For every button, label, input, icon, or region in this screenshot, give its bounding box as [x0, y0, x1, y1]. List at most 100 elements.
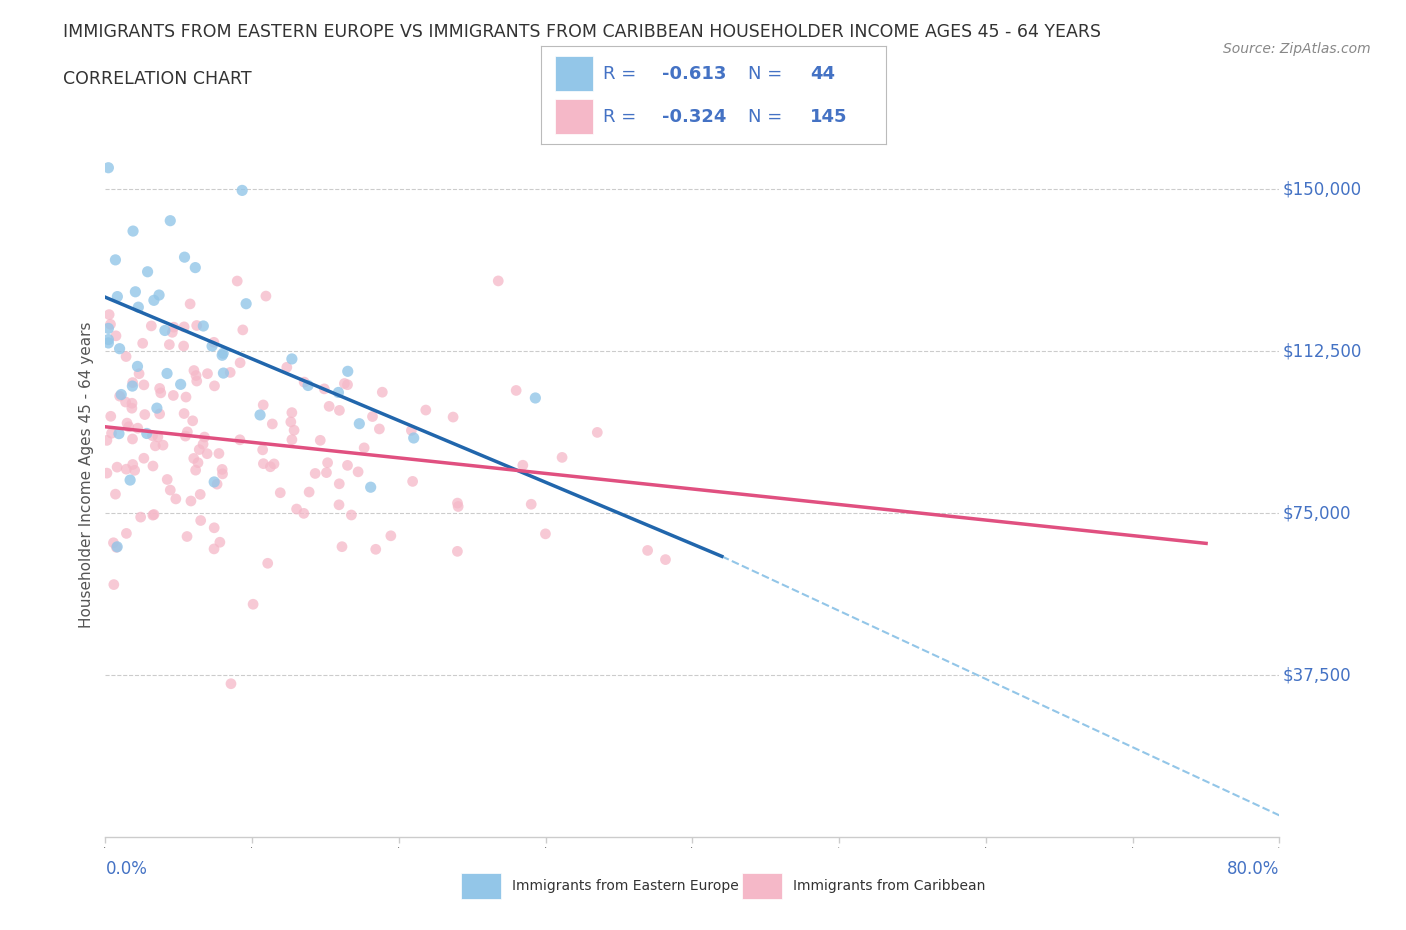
- Point: [333, 376, 356, 391]
- Point: [534, 526, 557, 541]
- Point: [103, 536, 125, 551]
- Point: [98, 307, 121, 322]
- Point: [232, 323, 254, 338]
- Point: [105, 459, 128, 474]
- Point: [371, 385, 394, 400]
- Point: [146, 401, 169, 416]
- Point: [104, 252, 127, 267]
- Point: [235, 297, 257, 312]
- Point: [353, 441, 375, 456]
- FancyBboxPatch shape: [555, 56, 593, 91]
- Point: [162, 325, 184, 339]
- Point: [212, 365, 235, 380]
- Point: [202, 474, 225, 489]
- Point: [184, 260, 207, 275]
- Point: [229, 355, 252, 370]
- Point: [292, 506, 315, 521]
- Point: [201, 339, 224, 353]
- Text: CORRELATION CHART: CORRELATION CHART: [63, 70, 252, 87]
- Point: [184, 368, 207, 383]
- Point: [195, 446, 218, 461]
- Point: [340, 508, 363, 523]
- Point: [143, 507, 166, 522]
- Point: [121, 396, 143, 411]
- Text: Immigrants from Eastern Europe: Immigrants from Eastern Europe: [512, 879, 738, 893]
- Point: [415, 403, 437, 418]
- Point: [219, 365, 242, 379]
- Point: [269, 485, 291, 500]
- Point: [174, 390, 197, 405]
- Point: [336, 364, 359, 379]
- Point: [262, 417, 284, 432]
- Point: [121, 375, 143, 390]
- Point: [127, 359, 149, 374]
- Point: [129, 510, 152, 525]
- Point: [173, 250, 195, 265]
- Point: [124, 463, 146, 478]
- Point: [328, 498, 350, 512]
- Point: [186, 374, 208, 389]
- Point: [163, 320, 186, 335]
- Point: [285, 501, 308, 516]
- Point: [318, 399, 340, 414]
- Point: [328, 403, 350, 418]
- Point: [162, 388, 184, 403]
- Point: [197, 366, 219, 381]
- Point: [193, 319, 215, 334]
- Point: [402, 431, 425, 445]
- Point: [204, 379, 226, 393]
- Point: [551, 450, 574, 465]
- Point: [176, 424, 198, 439]
- Point: [97, 160, 120, 175]
- Point: [229, 432, 252, 447]
- Point: [281, 432, 304, 447]
- Point: [173, 319, 195, 334]
- Point: [118, 419, 141, 434]
- Point: [134, 407, 156, 422]
- Point: [283, 423, 305, 438]
- Text: $75,000: $75,000: [1282, 504, 1351, 522]
- Point: [183, 363, 205, 378]
- Point: [184, 463, 207, 478]
- Point: [157, 338, 180, 352]
- Point: [159, 483, 181, 498]
- Point: [202, 335, 225, 350]
- Point: [96, 433, 118, 448]
- Point: [316, 456, 339, 471]
- Point: [486, 273, 509, 288]
- Point: [149, 385, 172, 400]
- Point: [115, 462, 138, 477]
- Point: [103, 578, 125, 592]
- Point: [336, 458, 359, 472]
- Point: [115, 416, 138, 431]
- Point: [297, 378, 319, 392]
- Point: [349, 417, 371, 432]
- FancyBboxPatch shape: [461, 873, 501, 898]
- Point: [654, 552, 676, 567]
- Point: [280, 415, 302, 430]
- Point: [586, 425, 609, 440]
- Point: [361, 409, 384, 424]
- Point: [219, 676, 242, 691]
- Point: [174, 429, 197, 444]
- Text: N =: N =: [748, 65, 787, 83]
- FancyBboxPatch shape: [742, 873, 782, 898]
- Point: [249, 407, 271, 422]
- Point: [314, 381, 336, 396]
- Point: [446, 544, 468, 559]
- Point: [193, 430, 215, 445]
- Point: [328, 385, 350, 400]
- Point: [202, 521, 225, 536]
- Point: [524, 391, 547, 405]
- Point: [190, 513, 212, 528]
- Point: [159, 213, 181, 228]
- Point: [208, 535, 231, 550]
- Point: [108, 389, 131, 404]
- Point: [401, 423, 423, 438]
- Point: [143, 438, 166, 453]
- Point: [242, 597, 264, 612]
- Text: -0.324: -0.324: [662, 108, 727, 126]
- Point: [100, 409, 122, 424]
- Point: [173, 339, 195, 353]
- Point: [505, 383, 527, 398]
